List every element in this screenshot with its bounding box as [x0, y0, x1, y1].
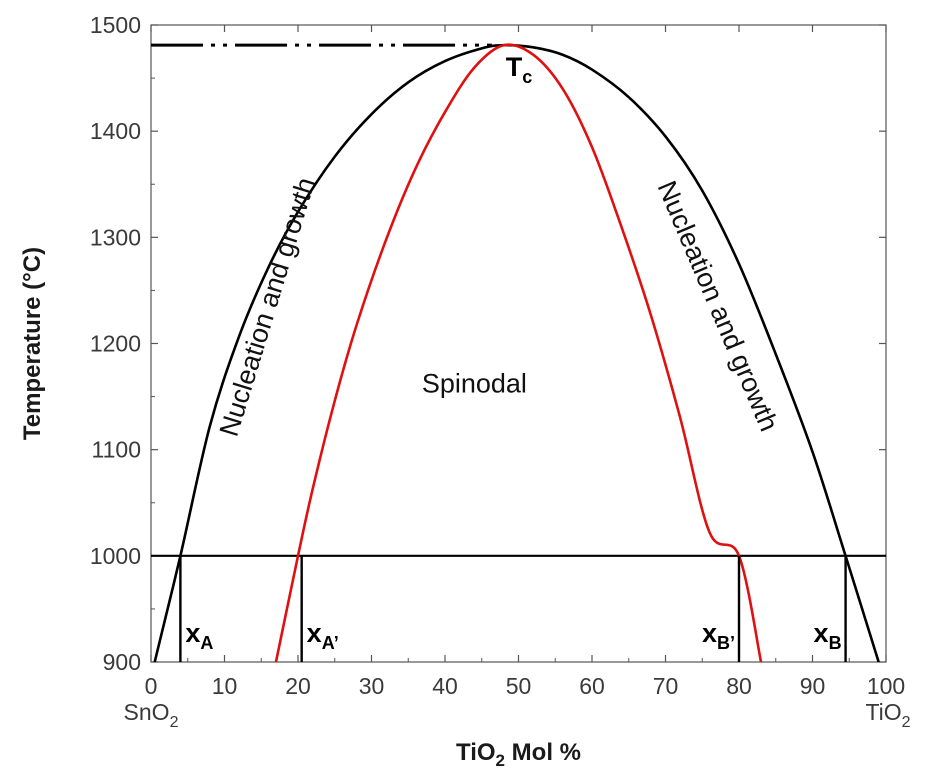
plot-area: 900 1000 1100 1200 1300 1400 1500 0 10 20 30 40 50 60… [19, 12, 911, 770]
y-tick-label: 1200 [90, 331, 141, 357]
y-tick-label: 1000 [90, 543, 141, 569]
x-tick-label: 10 [212, 673, 238, 699]
composition-marker-label: xB [814, 618, 842, 653]
composition-marker-label: xA [185, 618, 213, 653]
x-tick-label: 20 [285, 673, 311, 699]
spinodal-curve [274, 43, 763, 662]
x-tick-label: 70 [653, 673, 679, 699]
x-tick-label: 40 [432, 673, 458, 699]
y-tick-label: 1500 [90, 12, 141, 38]
y-axis-title: Temperature (°C) [19, 247, 46, 440]
y-tick-label: 1100 [92, 437, 141, 463]
y-tick-label: 1400 [90, 118, 141, 144]
region-annotation: Nucleation and growth [652, 176, 785, 435]
region-annotation: Spinodal [422, 368, 527, 398]
x-tick-label: 80 [726, 673, 752, 699]
x-end-label-right: TiO2 [865, 699, 910, 731]
critical-point-label: Tc [506, 52, 533, 87]
x-tick-label: 0 [145, 673, 158, 699]
x-axis-title: TiO2 Mol % [456, 739, 581, 770]
x-end-label-left: SnO2 [124, 699, 179, 731]
region-annotation: Nucleation and growth [214, 174, 321, 440]
x-tick-label: 60 [579, 673, 605, 699]
y-tick-label: 1300 [90, 224, 141, 250]
composition-marker-label: xA’ [307, 618, 339, 653]
composition-marker-label: xB’ [702, 618, 735, 653]
x-tick-label: 30 [359, 673, 385, 699]
x-tick-label: 90 [800, 673, 826, 699]
y-tick-label: 900 [103, 649, 141, 675]
x-tick-label: 100 [867, 673, 905, 699]
x-tick-label: 50 [506, 673, 532, 699]
